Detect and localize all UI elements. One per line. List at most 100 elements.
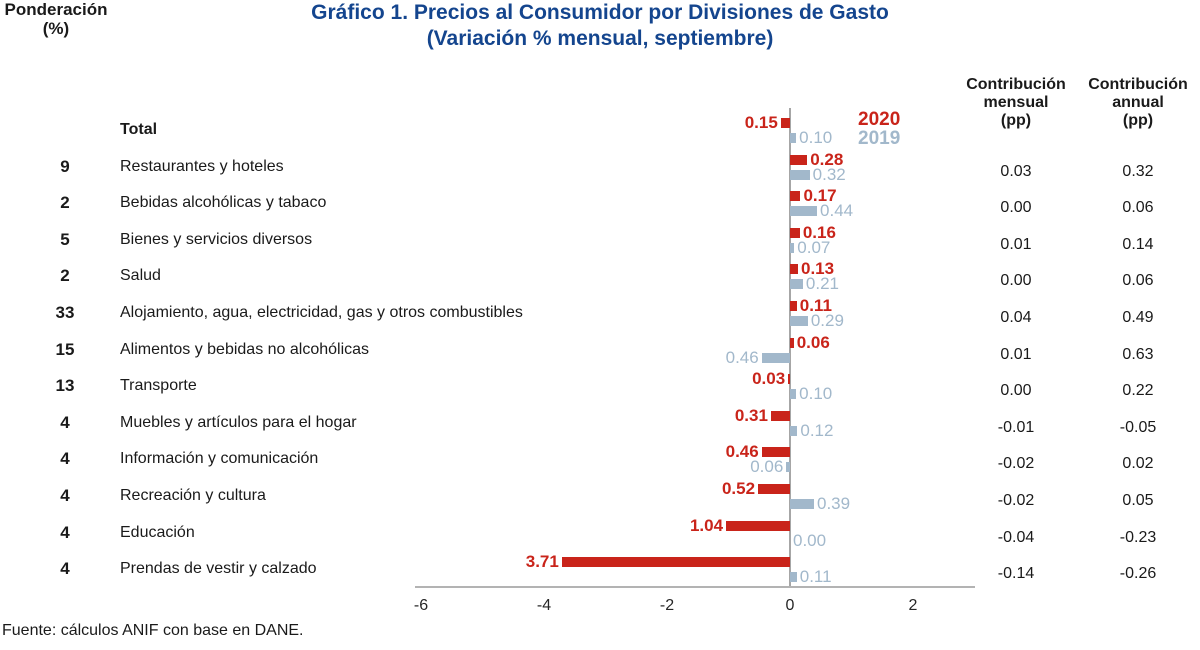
category-label: Alimentos y bebidas no alcohólicas xyxy=(120,340,370,358)
weight-value: 15 xyxy=(55,339,75,359)
bar-label-2019: 0.00 xyxy=(793,530,827,550)
bar-label-2019: 0.10 xyxy=(799,128,833,147)
bar-label-2020: 0.15 xyxy=(744,113,778,132)
contribution-monthly-value: -0.14 xyxy=(997,565,1035,583)
weight-value: 2 xyxy=(60,193,70,213)
contribution-annual-value: 0.02 xyxy=(1122,455,1154,473)
contribution-annual-header-line2: annual xyxy=(1112,94,1164,111)
contribution-monthly-value: 0.00 xyxy=(1000,199,1032,217)
category-label: Prendas de vestir y calzado xyxy=(120,560,317,578)
category-label: Transporte xyxy=(120,377,197,395)
bar-label-2020: 0.31 xyxy=(734,405,768,425)
bar-2019 xyxy=(790,169,810,180)
bar-2020 xyxy=(788,374,790,385)
contribution-annual-value: 0.22 xyxy=(1122,382,1154,400)
bar-label-2020: 0.52 xyxy=(721,479,756,498)
bar-2019 xyxy=(790,279,803,290)
bar-2019 xyxy=(790,316,808,326)
chart-title-line2: (Variación % mensual, septiembre) xyxy=(426,27,774,50)
category-label: Muebles y artículos para el hogar xyxy=(120,413,357,431)
weight-value xyxy=(12,121,118,138)
contribution-annual-value: 0.49 xyxy=(1122,309,1154,326)
bar-label-2019: 0.46 xyxy=(725,347,759,367)
bar-label-2020: 0.13 xyxy=(800,259,835,279)
weight-value: 4 xyxy=(60,522,70,542)
bar-2020 xyxy=(758,484,790,494)
contribution-annual-header-line1: Contribución xyxy=(1088,76,1188,93)
weight-value: 4 xyxy=(60,449,70,469)
bar-2019 xyxy=(790,133,797,143)
bar-label-2019: 0.06 xyxy=(750,457,784,477)
bar-2020 xyxy=(790,264,798,275)
contribution-monthly-value: -0.02 xyxy=(997,455,1035,473)
contribution-monthly-value: -0.01 xyxy=(997,418,1035,436)
x-axis-tick-label: 0 xyxy=(785,597,795,614)
bar-2020 xyxy=(790,301,797,311)
weight-value: 4 xyxy=(60,559,70,579)
category-label: Total xyxy=(120,121,158,138)
chart-title-line1: Gráfico 1. Precios al Consumidor por Div… xyxy=(311,1,889,24)
bar-label-2020: 1.04 xyxy=(689,515,724,535)
contribution-annual-value: 0.63 xyxy=(1122,345,1154,363)
bar-2019 xyxy=(790,499,814,509)
contribution-annual-value: 0.06 xyxy=(1122,199,1154,217)
bar-label-2020: 3.71 xyxy=(525,552,559,572)
weights-column-header: Ponderación (%) xyxy=(0,0,112,38)
bar-label-2019: 0.29 xyxy=(810,311,844,330)
bar-label-2020: 0.17 xyxy=(803,186,837,206)
bar-2020 xyxy=(561,557,790,568)
bar-2019 xyxy=(790,242,795,253)
contribution-annual-value: 0.32 xyxy=(1122,162,1154,180)
contribution-annual-header-line3: (pp) xyxy=(1122,112,1154,129)
source-note: Fuente: cálculos ANIF con base en DANE. xyxy=(2,622,304,639)
bar-label-2020: 0.46 xyxy=(725,442,759,462)
contribution-monthly-header-line3: (pp) xyxy=(1000,112,1032,129)
bar-2019 xyxy=(786,462,790,473)
legend-2019: 2019 xyxy=(858,128,901,149)
contribution-monthly-value: 0.00 xyxy=(1000,272,1032,290)
contribution-annual-value: -0.23 xyxy=(1119,528,1157,546)
contribution-annual-header: Contribución annual (pp) xyxy=(1080,76,1196,130)
bar-2019 xyxy=(790,425,798,436)
contribution-annual-value: -0.05 xyxy=(1119,418,1157,436)
bar-2020 xyxy=(790,154,808,165)
x-axis-tick-label: -4 xyxy=(536,597,552,614)
contribution-monthly-value: 0.04 xyxy=(1000,309,1032,326)
bar-2019 xyxy=(761,352,790,363)
weights-header-line1: Ponderación xyxy=(4,0,108,19)
bar-label-2019: 0.10 xyxy=(799,384,833,404)
category-label: Recreación y cultura xyxy=(120,487,266,504)
bar-label-2020: 0.11 xyxy=(799,296,832,315)
category-label: Alojamiento, agua, electricidad, gas y o… xyxy=(120,304,523,321)
bar-label-2019: 0.44 xyxy=(820,201,854,221)
weight-value: 13 xyxy=(55,376,75,396)
category-label: Bebidas alcohólicas y tabaco xyxy=(120,194,327,212)
category-label: Información y comunicación xyxy=(120,450,319,468)
legend-2020: 2020 xyxy=(858,109,901,130)
contribution-monthly-header-line1: Contribución xyxy=(966,76,1066,93)
bar-label-2020: 0.06 xyxy=(796,332,830,352)
bar-2020 xyxy=(770,410,790,421)
weight-value: 4 xyxy=(60,486,70,505)
bar-2020 xyxy=(780,118,790,128)
category-label: Restaurantes y hoteles xyxy=(120,157,284,175)
bar-2020 xyxy=(790,337,794,348)
contribution-annual-value: 0.14 xyxy=(1122,235,1154,253)
contribution-monthly-header-line2: mensual xyxy=(983,94,1049,111)
bar-2019 xyxy=(790,572,797,583)
bar-2019 xyxy=(790,206,818,217)
category-label: Educación xyxy=(120,523,195,541)
category-label: Salud xyxy=(120,267,161,285)
bar-2020 xyxy=(790,227,800,238)
contribution-annual-value: 0.05 xyxy=(1122,492,1154,509)
contribution-annual-value: -0.26 xyxy=(1119,565,1157,583)
weight-value: 2 xyxy=(60,266,70,286)
bar-label-2019: 0.07 xyxy=(797,237,831,257)
contribution-monthly-value: -0.04 xyxy=(997,528,1035,546)
contribution-monthly-value: 0.03 xyxy=(1000,162,1032,180)
bar-label-2020: 0.28 xyxy=(810,149,844,169)
bar-label-2020: 0.16 xyxy=(802,222,836,242)
weight-value: 5 xyxy=(60,229,70,249)
